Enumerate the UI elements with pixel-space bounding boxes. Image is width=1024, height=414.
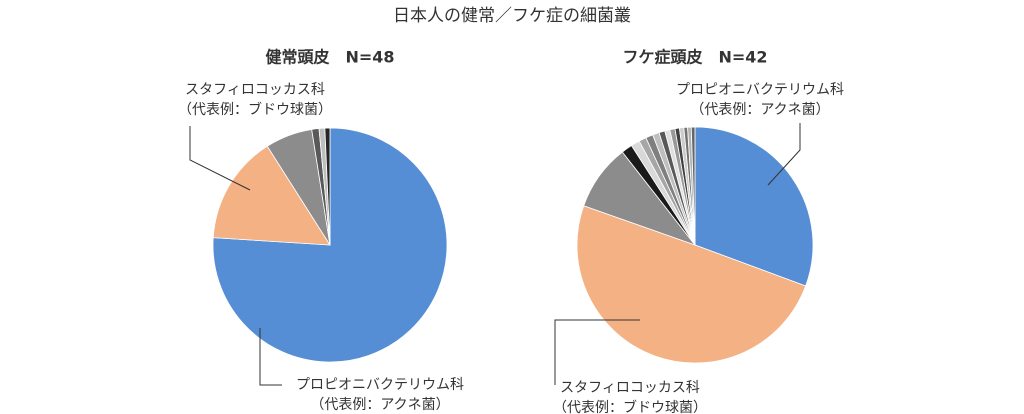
leader-line bbox=[554, 319, 640, 385]
leader-line bbox=[259, 328, 282, 386]
annotation: プロピオニバクテリウム科 bbox=[296, 377, 464, 393]
pie-slice bbox=[212, 145, 331, 246]
annotation: （代表例：アクネ菌） bbox=[690, 102, 829, 118]
annotation: プロピオニバクテリウム科 bbox=[676, 82, 844, 98]
pie-slice bbox=[212, 127, 448, 363]
chart-title: 健常頭皮 N=48 bbox=[265, 48, 394, 67]
annotation: スタフィロコッカス科 bbox=[560, 380, 700, 396]
pie-slice bbox=[324, 127, 331, 246]
chart-title: フケ症頭皮 N=42 bbox=[622, 48, 767, 67]
annotation: （代表例：アクネ菌） bbox=[310, 397, 449, 413]
annotation: （代表例：ブドウ球菌） bbox=[553, 399, 707, 414]
pie-slice bbox=[690, 126, 696, 246]
leader-line bbox=[189, 126, 251, 191]
annotation: スタフィロコッカス科 bbox=[185, 82, 325, 98]
leader-line bbox=[767, 123, 801, 186]
page-title: 日本人の健常／フケ症の細菌叢 bbox=[393, 6, 631, 26]
pie-slice bbox=[576, 205, 807, 364]
annotation: （代表例：ブドウ球菌） bbox=[178, 101, 332, 118]
pie-slice bbox=[694, 126, 814, 287]
